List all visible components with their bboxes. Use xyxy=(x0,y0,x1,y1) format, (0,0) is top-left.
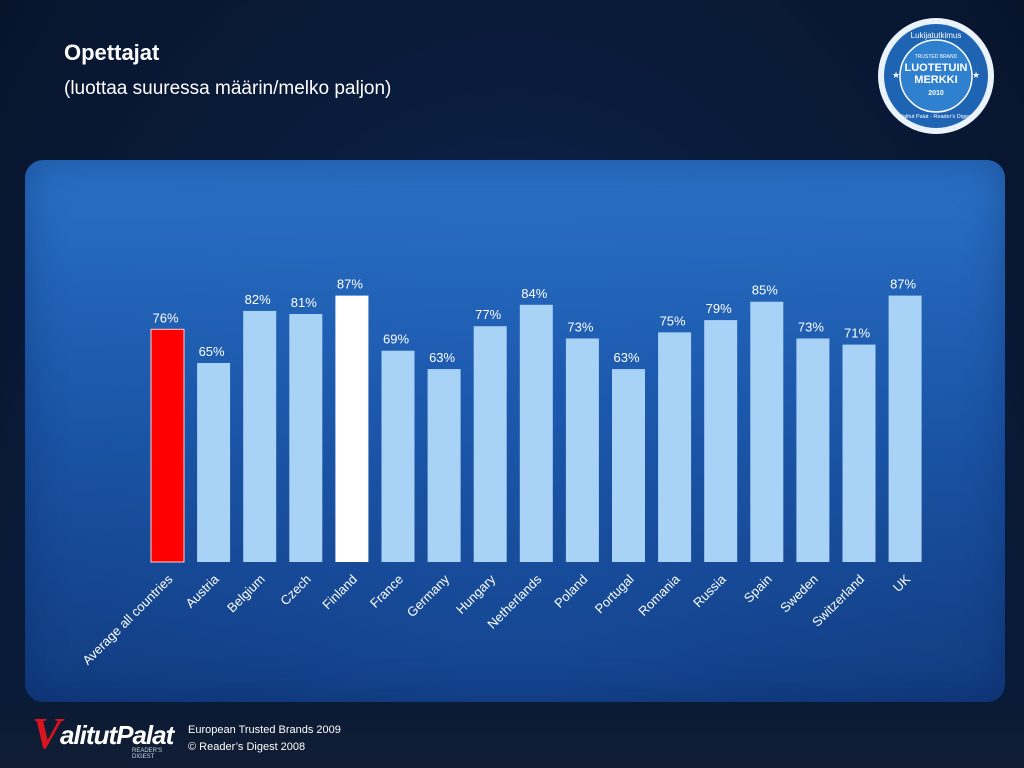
valitut-palat-logo: V alitutPalat READER'S DIGEST xyxy=(32,709,174,760)
trusted-brand-badge-icon: Lukijatutkimus TRUSTED BRAND LUOTETUIN M… xyxy=(878,18,994,134)
badge-bottom-text: Valitut Palat - Reader's Digest xyxy=(900,114,973,120)
logo-letter: V xyxy=(32,709,62,758)
badge-main2: MERKKI xyxy=(914,74,957,86)
badge-main1: LUOTETUIN xyxy=(905,62,968,74)
badge-small-text: TRUSTED BRAND xyxy=(915,54,958,60)
chart-panel xyxy=(25,160,1005,702)
page-title: Opettajat xyxy=(64,40,160,65)
badge-star-icon: ★ xyxy=(892,70,900,80)
footer-line-2: © Reader’s Digest 2008 xyxy=(188,741,306,753)
footer-bar xyxy=(0,702,1024,768)
badge-star-icon: ★ xyxy=(972,70,980,80)
logo-text: alitutPalat xyxy=(60,720,174,750)
footer-line-1: European Trusted Brands 2009 xyxy=(188,724,341,736)
badge-year: 2010 xyxy=(928,90,944,97)
badge-top-text: Lukijatutkimus xyxy=(911,31,962,40)
logo-sub: READER'S DIGEST xyxy=(132,748,163,760)
page-subtitle: (luottaa suuressa määrin/melko paljon) xyxy=(64,78,392,99)
